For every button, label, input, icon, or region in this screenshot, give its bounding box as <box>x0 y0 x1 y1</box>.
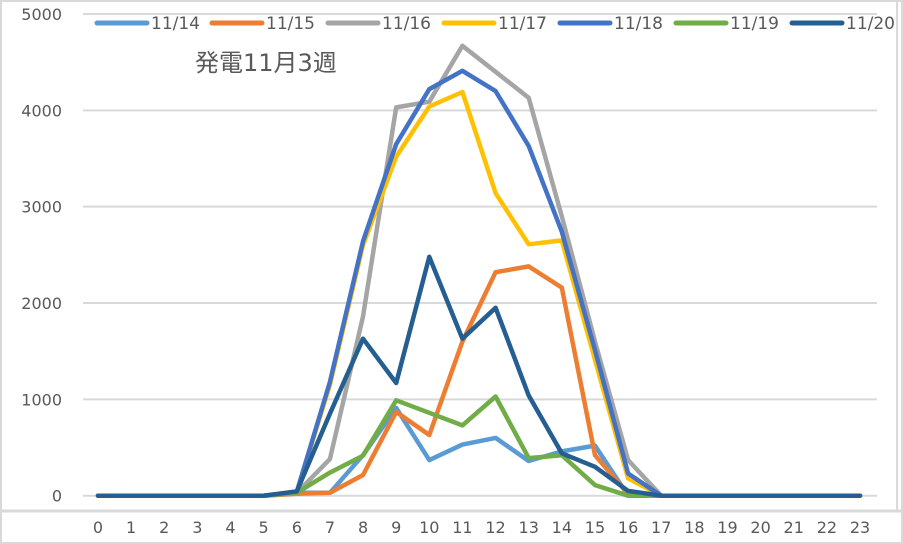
y-tick-label: 4000 <box>21 101 62 120</box>
chart-title: 発電11月3週 <box>195 49 337 77</box>
x-tick-label: 9 <box>391 518 401 537</box>
y-tick-label: 0 <box>52 487 62 506</box>
legend-item: 11/17 <box>441 14 547 34</box>
x-tick-label: 6 <box>292 518 302 537</box>
legend-label: 11/17 <box>498 14 547 34</box>
series-line-11-20 <box>95 254 863 498</box>
legend-label: 11/18 <box>614 14 663 34</box>
legend-label: 11/19 <box>730 14 779 34</box>
x-tick-label: 16 <box>618 518 638 537</box>
x-tick-label: 2 <box>159 518 169 537</box>
y-tick-label: 5000 <box>21 5 62 24</box>
legend: 11/14 11/15 11/16 11/17 11/18 11/19 11/20 <box>94 14 895 34</box>
x-tick-label: 8 <box>358 518 368 537</box>
x-tick-label: 22 <box>817 518 837 537</box>
x-tick-label: 14 <box>552 518 572 537</box>
legend-item: 11/18 <box>557 14 663 34</box>
legend-label: 11/16 <box>382 14 431 34</box>
x-tick-label: 3 <box>192 518 202 537</box>
legend-item: 11/16 <box>325 14 431 34</box>
x-tick-label: 12 <box>485 518 505 537</box>
legend-label: 11/15 <box>266 14 315 34</box>
legend-item: 11/15 <box>209 14 315 34</box>
x-tick-label: 17 <box>651 518 671 537</box>
x-tick-label: 20 <box>750 518 770 537</box>
x-tick-label: 23 <box>850 518 870 537</box>
y-tick-label: 1000 <box>21 390 62 409</box>
x-tick-label: 13 <box>519 518 539 537</box>
y-tick-label: 2000 <box>21 294 62 313</box>
x-axis-ticks: 0 1 2 3 4 5 6 7 8 9 10 11 12 13 14 15 16 17 18 19 20 21 22 23 <box>93 518 870 537</box>
x-tick-label: 18 <box>684 518 704 537</box>
x-tick-label: 15 <box>585 518 605 537</box>
x-tick-label: 1 <box>126 518 136 537</box>
x-tick-label: 4 <box>225 518 235 537</box>
series-lines <box>95 43 863 498</box>
legend-item: 11/20 <box>789 14 895 34</box>
x-tick-label: 0 <box>93 518 103 537</box>
y-tick-label: 3000 <box>21 198 62 217</box>
legend-item: 11/19 <box>673 14 779 34</box>
x-tick-label: 7 <box>325 518 335 537</box>
y-axis-ticks: 0 1000 2000 3000 4000 5000 <box>21 5 62 506</box>
x-tick-label: 19 <box>717 518 737 537</box>
legend-label: 11/20 <box>846 14 895 34</box>
x-tick-label: 5 <box>259 518 269 537</box>
legend-item: 11/14 <box>94 14 200 34</box>
x-tick-label: 10 <box>419 518 439 537</box>
x-tick-label: 11 <box>452 518 472 537</box>
x-tick-label: 21 <box>784 518 804 537</box>
legend-label: 11/14 <box>151 14 200 34</box>
